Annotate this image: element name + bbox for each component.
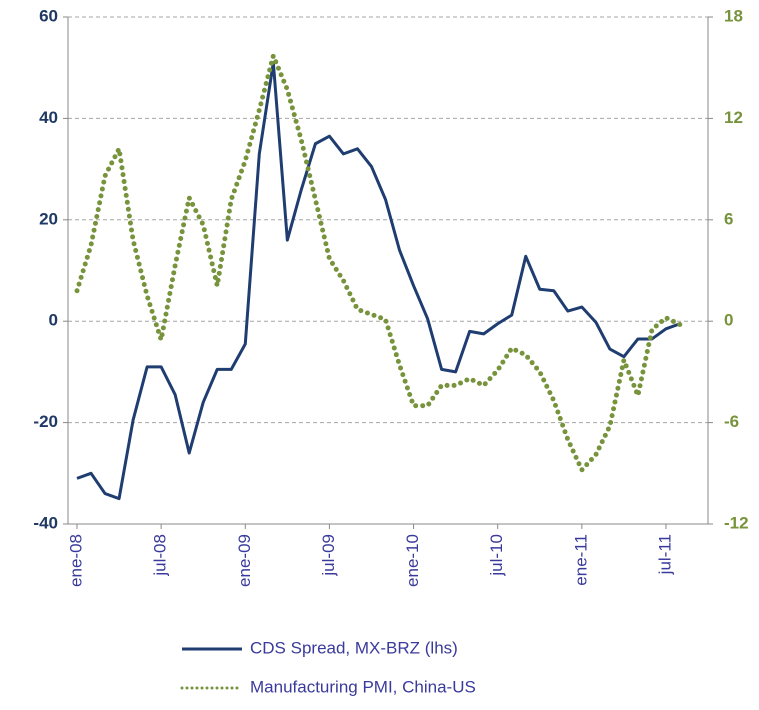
x-tick-label: ene-08: [66, 534, 85, 587]
y2-tick-label: 12: [724, 108, 743, 127]
series-line: [74, 53, 683, 473]
x-tick-label: ene-10: [403, 534, 422, 587]
y-tick-label: 20: [39, 209, 58, 228]
x-tick-label: jul-11: [655, 534, 674, 575]
legend-label: Manufacturing PMI, China-US: [250, 677, 476, 696]
x-tick-label: ene-09: [235, 534, 254, 587]
x-tick-label: ene-11: [571, 534, 590, 586]
y-tick-label: -40: [33, 513, 58, 532]
y2-tick-label: 6: [724, 209, 733, 228]
x-tick-label: jul-10: [487, 534, 506, 577]
y2-tick-label: 18: [724, 6, 743, 25]
x-tick-label: jul-09: [319, 534, 338, 577]
y2-tick-label: -6: [724, 412, 739, 431]
legend-label: CDS Spread, MX-BRZ (lhs): [250, 638, 458, 657]
y2-tick-label: -12: [724, 513, 749, 532]
y-tick-label: 40: [39, 108, 58, 127]
y2-tick-label: 0: [724, 311, 733, 330]
y-tick-label: 60: [39, 6, 58, 25]
y-tick-label: 0: [49, 311, 58, 330]
x-tick-label: jul-08: [151, 534, 170, 577]
series-line: [76, 61, 681, 501]
y-tick-label: -20: [33, 412, 58, 431]
